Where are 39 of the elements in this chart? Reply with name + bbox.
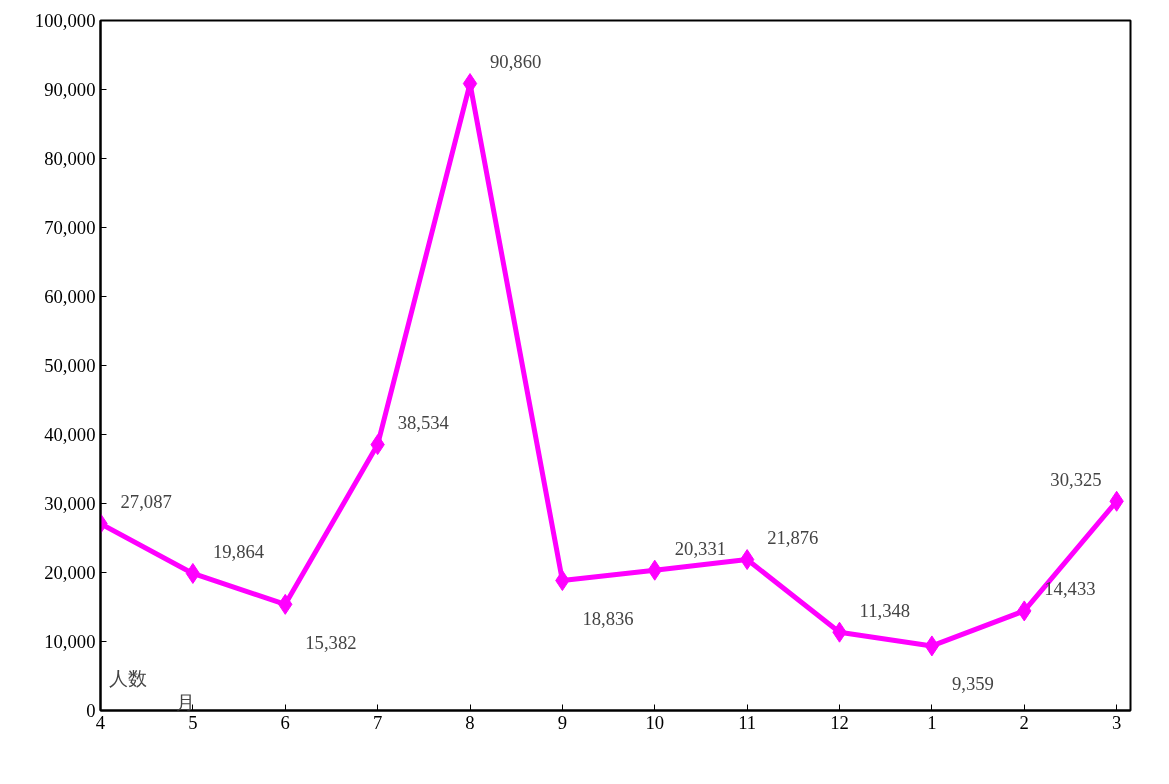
point [185, 562, 201, 584]
x-tick-label: 5 [188, 711, 198, 733]
data-label: 9,359 [951, 673, 994, 695]
data-label: 38,534 [397, 412, 450, 434]
data-label: 27,087 [120, 491, 172, 513]
x-tick-label: 10 [645, 711, 665, 733]
x-tick-label: 7 [372, 711, 383, 733]
data-label: 19,864 [212, 540, 265, 562]
data-label: 30,325 [1050, 468, 1102, 490]
point [739, 549, 755, 571]
data-label: 14,433 [1044, 578, 1096, 600]
data-label: 90,860 [490, 51, 542, 73]
x-tick-label: 1 [927, 711, 937, 733]
data-label: 18,836 [582, 608, 634, 630]
x-tick-label: 12 [830, 711, 849, 733]
y-tick-label: 30,000 [44, 493, 96, 514]
point [924, 635, 940, 657]
y-tick-label: 10,000 [44, 631, 96, 652]
y-tick-label: 50,000 [44, 355, 96, 376]
x-tick-label: 3 [1111, 711, 1122, 733]
y-tick-label: 20,000 [44, 562, 96, 583]
y-axis-title: 人数 [108, 667, 147, 689]
y-tick-label: 0 [86, 700, 96, 721]
x-tick-label: 9 [557, 711, 568, 733]
y-tick-label: 70,000 [44, 217, 96, 238]
x-tick-label: 11 [738, 711, 757, 733]
data-label: 15,382 [305, 631, 357, 653]
y-tick-label: 100,000 [34, 10, 96, 31]
y-tick-label: 40,000 [44, 424, 96, 445]
x-tick-label: 2 [1019, 711, 1029, 733]
data-label: 21,876 [767, 527, 819, 549]
x-tick-label: 4 [95, 711, 106, 733]
x-tick-label: 6 [280, 711, 290, 733]
data-label: 20,331 [674, 537, 727, 559]
y-tick-label: 90,000 [44, 79, 96, 100]
data-label: 11,348 [859, 599, 911, 621]
x-tick-label: 8 [465, 711, 475, 733]
y-tick-label: 80,000 [44, 148, 96, 169]
y-tick-label: 60,000 [44, 286, 96, 307]
